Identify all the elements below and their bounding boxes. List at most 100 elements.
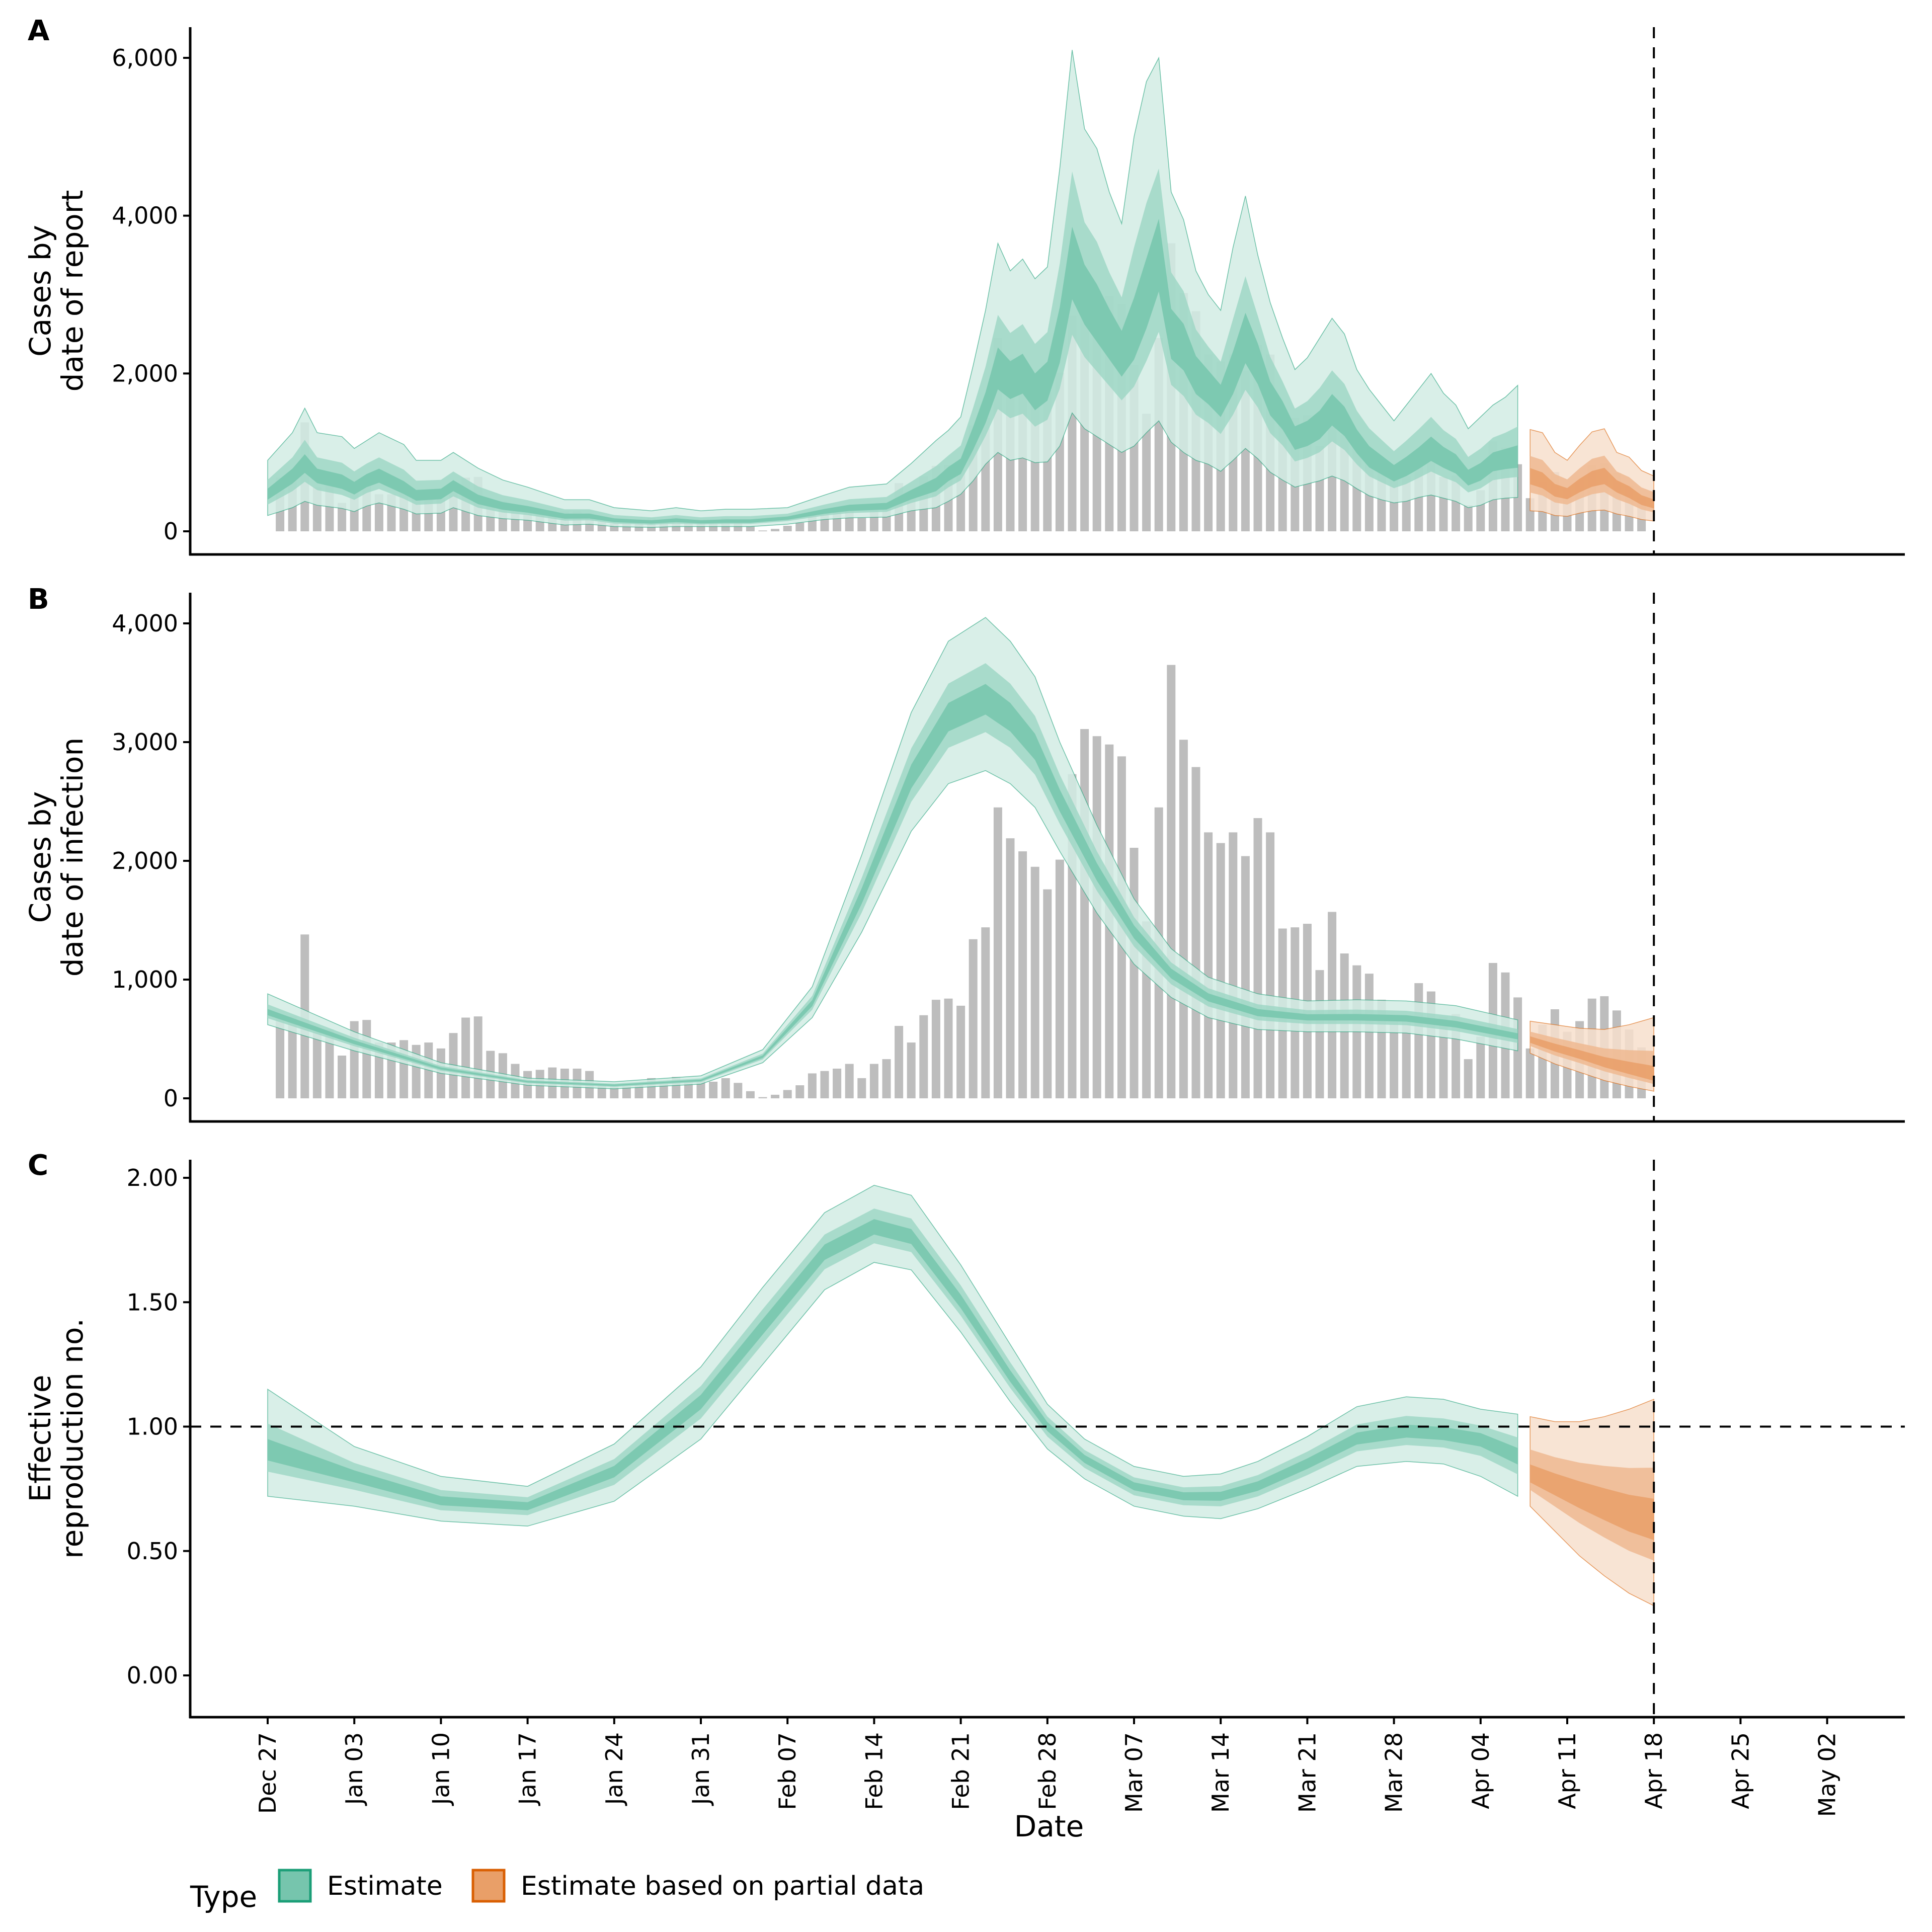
panel-tag: C [28,1149,48,1182]
observed-bar [721,1078,730,1098]
estimate-band-90 [267,617,1518,1089]
observed-bar [795,522,804,531]
observed-bar [956,1005,965,1098]
y-tick-label: 1.50 [127,1289,178,1316]
observed-bar [622,1086,631,1098]
estimate-band-90 [267,50,1518,528]
x-tick-label: Feb 07 [774,1732,801,1810]
estimate-band-50 [268,169,1518,525]
observed-bar [882,1059,891,1098]
observed-bar [1476,1036,1485,1098]
estimate-band-50 [268,663,1518,1087]
observed-bar [808,1073,817,1098]
legend-title: Type [190,1880,257,1914]
legend: Type Estimate Estimate based on partial d… [190,1869,924,1914]
observed-bar [1216,843,1225,1098]
observed-bar [783,1090,792,1098]
observed-bar [1253,818,1262,1098]
observed-bar [907,1042,916,1098]
x-axis: Dec 27 Jan 03 Jan 10 Jan 17 Jan 24 Jan 31 Feb … [254,1717,1841,1817]
partial-estimate-band-20 [1530,1036,1654,1081]
x-tick-label: May 02 [1814,1732,1841,1817]
x-tick-label: Feb 14 [860,1732,888,1810]
y-tick-label: 2,000 [112,847,178,874]
observed-bar [1043,889,1052,1098]
observed-bar [338,1056,347,1098]
y-tick-label: 2.00 [127,1164,178,1191]
y-tick-label: 2,000 [112,360,178,387]
x-tick-label: Jan 10 [427,1732,454,1806]
observed-bar [993,807,1002,1098]
x-tick-label: Jan 17 [514,1732,541,1806]
observed-bar [338,503,347,531]
observed-bar [1204,832,1213,1098]
panel-tag: A [28,15,50,47]
observed-bar [771,1094,780,1098]
observed-bar [919,1015,928,1098]
x-tick-label: Mar 14 [1207,1732,1234,1813]
x-tick-label: Mar 07 [1120,1732,1148,1813]
y-tick-label: 1.00 [127,1413,178,1440]
observed-bar [1402,1015,1411,1098]
observed-bar [325,1029,334,1098]
observed-bar [1142,414,1151,531]
observed-bar [944,998,953,1098]
observed-bar [783,526,792,531]
y-tick-label: 4,000 [112,202,178,229]
observed-bar [288,1016,297,1098]
observed-bar [1241,856,1250,1098]
y-tick-label: 0 [164,518,178,545]
observed-bar [696,1080,705,1098]
observed-bar [276,1017,285,1098]
observed-bar [473,1016,482,1098]
x-tick-label: Jan 24 [601,1732,628,1806]
observed-bar [1179,740,1188,1098]
observed-bar [931,1000,940,1098]
observed-bar [746,526,755,531]
observed-bar [981,927,990,1098]
observed-bar [461,1017,470,1098]
legend-label: Estimate based on partial data [521,1871,924,1901]
x-tick-label: Mar 21 [1294,1732,1321,1813]
observed-bar [1266,832,1275,1098]
y-tick-label: 1,000 [112,966,178,993]
observed-bar [1130,848,1139,1098]
observed-bar [1080,729,1089,1098]
observed-bar [1191,767,1200,1098]
x-axis-title: Date [1014,1809,1084,1843]
observed-bar [1390,1015,1399,1098]
observed-bar [1167,665,1176,1098]
y-tick-label: 0.50 [127,1538,178,1565]
x-tick-label: Jan 03 [341,1732,368,1806]
y-tick-label: 6,000 [112,44,178,71]
x-tick-label: Apr 04 [1467,1732,1494,1809]
observed-bar [758,1097,767,1098]
x-tick-label: Dec 27 [254,1732,281,1814]
legend-swatch [471,1869,506,1903]
observed-bar [795,1085,804,1098]
observed-bar [1055,859,1064,1098]
observed-bar [820,1071,829,1098]
observed-bar [771,529,780,531]
observed-bar [1364,974,1374,1098]
y-axis-title-line: Cases by [23,791,57,923]
observed-bar [312,1031,321,1098]
observed-bar [1464,505,1473,531]
observed-bar [1018,851,1027,1098]
observed-bar [1464,1059,1473,1098]
x-tick-label: Apr 25 [1727,1732,1754,1809]
observed-bar [845,1064,854,1098]
observed-bar [746,1091,755,1098]
observed-bar [857,1078,866,1098]
x-tick-label: Apr 18 [1640,1732,1667,1809]
observed-bar [1525,1048,1535,1098]
observed-bar [895,1026,904,1098]
y-axis-title-line: reproduction no. [55,1318,90,1559]
observed-bar [869,1064,878,1098]
observed-bar [734,1083,743,1098]
